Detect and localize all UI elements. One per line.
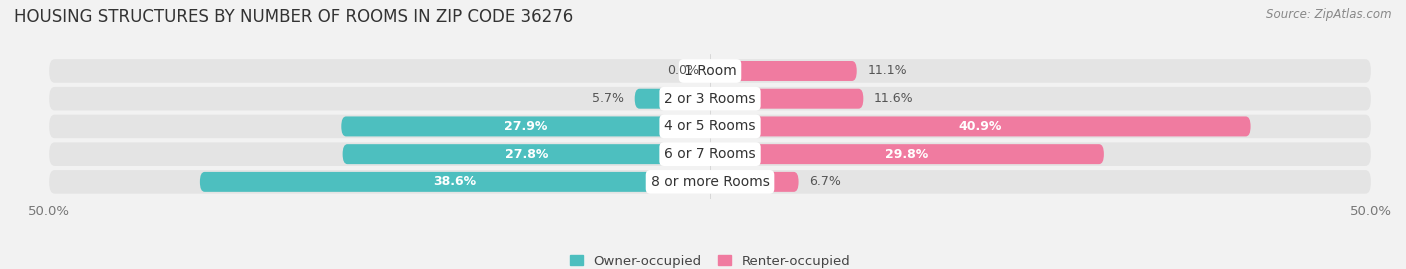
Text: 11.6%: 11.6%: [875, 92, 914, 105]
Text: 40.9%: 40.9%: [959, 120, 1002, 133]
FancyBboxPatch shape: [710, 116, 1250, 136]
FancyBboxPatch shape: [342, 116, 710, 136]
FancyBboxPatch shape: [710, 144, 1104, 164]
Text: 5.7%: 5.7%: [592, 92, 624, 105]
FancyBboxPatch shape: [49, 115, 1371, 138]
FancyBboxPatch shape: [710, 172, 799, 192]
FancyBboxPatch shape: [343, 144, 710, 164]
FancyBboxPatch shape: [634, 89, 710, 109]
Text: 27.8%: 27.8%: [505, 148, 548, 161]
FancyBboxPatch shape: [49, 142, 1371, 166]
Text: 29.8%: 29.8%: [886, 148, 928, 161]
Text: 0.0%: 0.0%: [668, 65, 699, 77]
Text: HOUSING STRUCTURES BY NUMBER OF ROOMS IN ZIP CODE 36276: HOUSING STRUCTURES BY NUMBER OF ROOMS IN…: [14, 8, 574, 26]
Text: 4 or 5 Rooms: 4 or 5 Rooms: [664, 119, 756, 133]
Legend: Owner-occupied, Renter-occupied: Owner-occupied, Renter-occupied: [569, 255, 851, 268]
Text: 6 or 7 Rooms: 6 or 7 Rooms: [664, 147, 756, 161]
FancyBboxPatch shape: [710, 61, 856, 81]
Text: 2 or 3 Rooms: 2 or 3 Rooms: [664, 92, 756, 106]
Text: 6.7%: 6.7%: [810, 175, 841, 188]
Text: 11.1%: 11.1%: [868, 65, 907, 77]
FancyBboxPatch shape: [710, 89, 863, 109]
FancyBboxPatch shape: [49, 59, 1371, 83]
FancyBboxPatch shape: [49, 170, 1371, 194]
FancyBboxPatch shape: [200, 172, 710, 192]
FancyBboxPatch shape: [49, 87, 1371, 111]
Text: 27.9%: 27.9%: [503, 120, 547, 133]
Text: 1 Room: 1 Room: [683, 64, 737, 78]
Text: 38.6%: 38.6%: [433, 175, 477, 188]
Text: 8 or more Rooms: 8 or more Rooms: [651, 175, 769, 189]
Text: Source: ZipAtlas.com: Source: ZipAtlas.com: [1267, 8, 1392, 21]
